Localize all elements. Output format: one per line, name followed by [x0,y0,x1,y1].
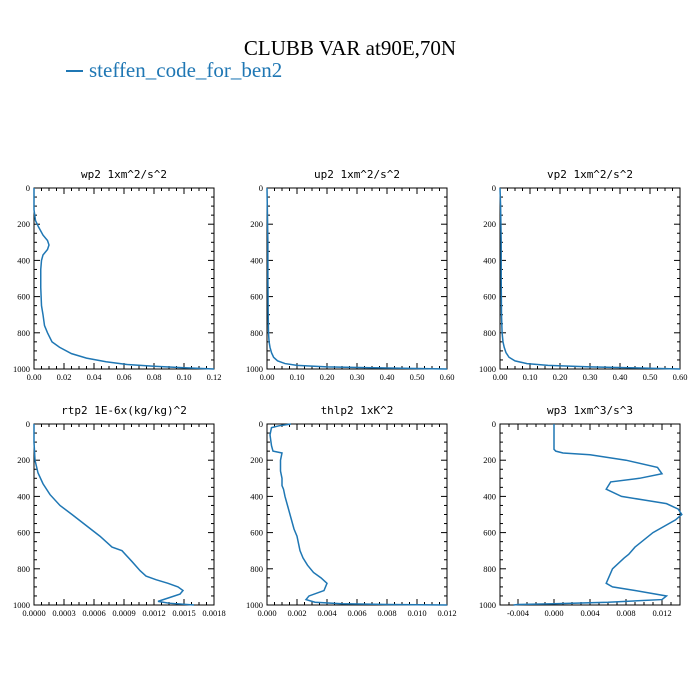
y-tick-label: 400 [17,255,30,265]
x-tick-label: 0.08 [147,372,162,382]
y-tick-label: 800 [250,328,263,338]
y-tick-label: 400 [250,255,263,265]
x-tick-label: 0.00 [27,372,42,382]
y-tick-label: 1000 [246,364,263,374]
x-tick-label: 0.0003 [52,608,75,618]
y-tick-label: 800 [250,564,263,574]
y-tick-label: 200 [250,455,263,465]
y-tick-label: 200 [483,219,496,229]
x-tick-label: 0.000 [544,608,563,618]
y-tick-label: 400 [17,491,30,501]
y-tick-label: 600 [483,528,496,538]
x-tick-label: 0.20 [320,372,335,382]
x-tick-label: 0.010 [407,608,426,618]
x-tick-label: 0.00 [260,372,275,382]
x-tick-label: 0.40 [613,372,628,382]
x-tick-label: 0.0018 [202,608,225,618]
x-tick-label: 0.30 [583,372,598,382]
panel-title-4: rtp2 1E-6x(kg/kg)^2 [61,404,187,417]
x-tick-label: 0.00 [493,372,508,382]
y-tick-label: 600 [250,292,263,302]
x-tick-label: 0.0012 [142,608,165,618]
y-tick-label: 0 [492,183,496,193]
panel-frame-2 [266,187,448,370]
x-tick-label: 0.0006 [82,608,105,618]
y-tick-label: 400 [483,491,496,501]
legend-label: steffen_code_for_ben2 [89,57,283,82]
y-tick-label: 1000 [13,364,30,374]
legend: steffen_code_for_ben2 [66,58,282,82]
panel-frame-3 [499,187,681,370]
series-line-3 [499,187,681,370]
x-tick-label: 0.12 [207,372,222,382]
x-tick-label: 0.0015 [172,608,195,618]
panel-frame-6 [499,423,681,606]
x-tick-label: 0.0009 [112,608,135,618]
y-tick-label: 0 [492,419,496,429]
y-tick-label: 800 [483,328,496,338]
y-tick-label: 1000 [246,600,263,610]
y-tick-label: 400 [483,255,496,265]
x-tick-label: 0.02 [57,372,72,382]
panel-title-2: up2 1xm^2/s^2 [314,168,400,181]
y-tick-label: 200 [250,219,263,229]
series-line-5 [269,423,448,606]
x-tick-label: 0.40 [380,372,395,382]
y-tick-label: 1000 [479,364,496,374]
y-tick-label: 200 [483,455,496,465]
x-tick-label: 0.04 [87,372,103,382]
y-tick-label: 800 [17,328,30,338]
panel-title-5: thlp2 1xK^2 [321,404,394,417]
panel-frame-4 [33,423,215,606]
y-tick-label: 800 [17,564,30,574]
x-tick-label: 0.004 [580,608,600,618]
x-tick-label: 0.008 [616,608,635,618]
x-tick-label: 0.50 [643,372,658,382]
x-tick-label: 0.06 [117,372,132,382]
x-tick-label: -0.004 [507,608,530,618]
x-tick-label: 0.10 [523,372,538,382]
x-tick-label: 0.012 [437,608,456,618]
y-tick-label: 600 [17,292,30,302]
panel-frame-5 [266,423,448,606]
y-tick-label: 0 [26,183,30,193]
x-tick-label: 0.20 [553,372,568,382]
panel-title-6: wp3 1xm^3/s^3 [547,404,633,417]
y-tick-label: 400 [250,491,263,501]
y-tick-label: 600 [250,528,263,538]
y-tick-label: 0 [259,419,263,429]
y-tick-label: 1000 [479,600,496,610]
legend-line-icon [66,70,83,72]
panel-title-1: wp2 1xm^2/s^2 [81,168,167,181]
y-tick-label: 0 [259,183,263,193]
x-tick-label: 0.30 [350,372,365,382]
figure-title: CLUBB VAR at90E,70N [243,36,457,60]
x-tick-label: 0.006 [347,608,366,618]
x-tick-label: 0.10 [177,372,192,382]
x-tick-label: 0.008 [377,608,396,618]
x-tick-label: 0.0000 [22,608,45,618]
y-tick-label: 200 [17,455,30,465]
series-line-2 [266,187,448,370]
y-tick-label: 800 [483,564,496,574]
series-line-4 [33,424,195,606]
y-tick-label: 0 [26,419,30,429]
series-line-6 [513,424,683,606]
x-tick-label: 0.60 [440,372,455,382]
x-tick-label: 0.002 [287,608,306,618]
panel-frame-1 [33,187,215,370]
panel-title-3: vp2 1xm^2/s^2 [547,168,633,181]
y-tick-label: 600 [483,292,496,302]
x-tick-label: 0.60 [673,372,688,382]
x-tick-label: 0.004 [317,608,337,618]
y-tick-label: 600 [17,528,30,538]
y-tick-label: 1000 [13,600,30,610]
y-tick-label: 200 [17,219,30,229]
x-tick-label: 0.012 [652,608,671,618]
series-line-1 [33,188,215,370]
x-tick-label: 0.50 [410,372,425,382]
x-tick-label: 0.000 [257,608,276,618]
x-tick-label: 0.10 [290,372,305,382]
